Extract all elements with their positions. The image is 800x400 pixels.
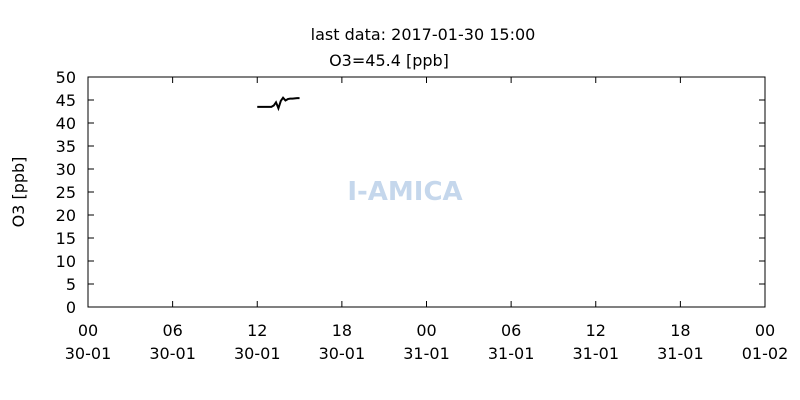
y-tick-label: 50 (56, 68, 76, 87)
x-tick-label: 18 31-01 (657, 321, 704, 363)
y-tick-label: 5 (66, 275, 76, 294)
data-line (257, 96, 300, 112)
y-tick-label: 25 (56, 183, 76, 202)
chart-subtitle: O3=45.4 [ppb] (329, 51, 449, 70)
y-tick-label: 20 (56, 206, 76, 225)
y-tick-label: 30 (56, 160, 76, 179)
x-tick-label: 06 30-01 (149, 321, 196, 363)
x-tick-label: 00 31-01 (403, 321, 450, 363)
x-tick-label: 00 30-01 (65, 321, 112, 363)
x-tick-label: 06 31-01 (488, 321, 535, 363)
y-tick-label: 15 (56, 229, 76, 248)
y-tick-label: 35 (56, 137, 76, 156)
y-tick-label: 45 (56, 91, 76, 110)
x-tick-label: 18 30-01 (319, 321, 366, 363)
y-tick-label: 40 (56, 114, 76, 133)
y-tick-label: 0 (66, 298, 76, 317)
x-tick-label: 00 01-02 (742, 321, 789, 363)
x-tick-label: 12 31-01 (573, 321, 620, 363)
x-tick-label: 12 30-01 (234, 321, 281, 363)
y-axis-label: O3 [ppb] (9, 157, 28, 228)
y-tick-label: 10 (56, 252, 76, 271)
chart-title: last data: 2017-01-30 15:00 (311, 25, 536, 44)
watermark: I-AMICA (347, 177, 462, 207)
